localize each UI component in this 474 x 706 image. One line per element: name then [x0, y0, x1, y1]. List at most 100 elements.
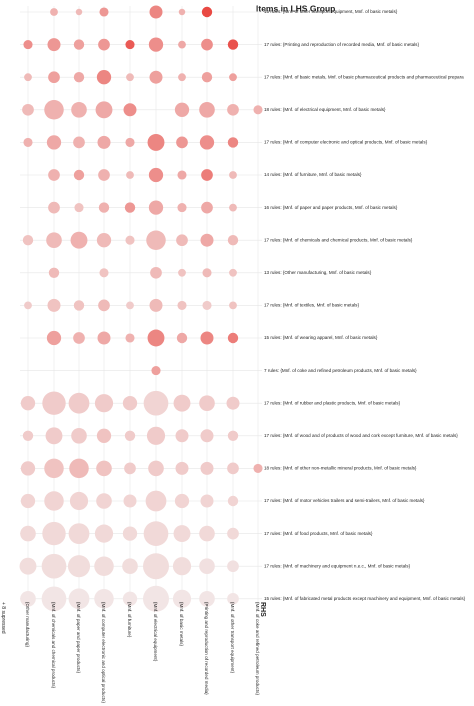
rule-bubble: [177, 203, 187, 213]
rule-bubble: [73, 136, 85, 149]
rule-bubble: [227, 235, 239, 246]
column-label: {Mnf. of other transport equipment}: [230, 602, 235, 673]
rule-bubble: [68, 523, 90, 544]
column-label: {Mnf. of basic metals}: [179, 602, 184, 646]
rule-bubble: [125, 40, 135, 50]
row-label: 15 rules: {Mnf. of other transport equip…: [264, 9, 398, 14]
rule-bubble: [150, 266, 162, 279]
rule-bubble: [176, 136, 188, 149]
rule-bubble: [147, 133, 165, 151]
rule-bubble: [146, 426, 166, 445]
rule-bubble: [227, 560, 239, 573]
rule-bubble: [148, 37, 164, 52]
rule-bubble: [200, 233, 214, 247]
rule-bubble: [199, 395, 215, 412]
rule-bubble: [125, 235, 135, 245]
rule-bubble: [23, 137, 33, 147]
row-label: 17 rules: {Mnf. of basic metals, Mnf. of…: [264, 74, 464, 79]
rule-bubbles: [19, 5, 263, 612]
rule-bubble: [143, 553, 169, 580]
rule-bubble: [200, 331, 214, 345]
rule-bubble: [148, 167, 164, 183]
rule-bubble: [226, 396, 240, 410]
rule-bubble: [46, 135, 62, 150]
rule-bubble: [24, 301, 32, 310]
rule-bubble: [122, 396, 138, 411]
rule-bubble: [124, 202, 136, 213]
rule-bubble: [178, 8, 186, 16]
rule-bubble: [24, 73, 32, 82]
column-label: {Mnf. of paper and paper products}: [76, 602, 81, 673]
rule-bubble: [172, 589, 192, 608]
rule-bubble: [68, 588, 90, 610]
column-label: {Printing and reproduction of recorded m…: [204, 602, 209, 695]
rule-bubble: [173, 394, 191, 412]
row-label: 7 rules: {Mnf. of coke and refined petro…: [264, 368, 417, 373]
rule-bubble: [94, 524, 114, 543]
row-label: 13 rules: {Other manufacturing, Mnf. of …: [264, 270, 372, 275]
rule-bubble: [67, 555, 91, 578]
rule-bubble: [73, 169, 85, 181]
rule-bubble: [47, 298, 61, 312]
rule-bubble: [202, 268, 212, 278]
rule-bubble: [20, 461, 36, 476]
rule-bubble: [22, 103, 34, 116]
rule-bubble: [175, 429, 189, 443]
rule-bubble: [227, 592, 239, 605]
rule-bubble: [227, 332, 239, 344]
rule-bubble: [146, 230, 166, 250]
rule-bubble: [227, 495, 239, 507]
rule-bubble: [199, 591, 215, 607]
rule-bubble: [48, 169, 60, 181]
rule-bubble: [149, 70, 163, 84]
rule-bubble: [229, 301, 237, 310]
rule-bubble: [147, 329, 165, 347]
rule-bubble: [75, 8, 83, 16]
rule-bubble: [73, 39, 85, 50]
rule-bubble: [177, 170, 187, 180]
rule-bubble: [125, 137, 135, 147]
row-label: 17 rules: {Mnf. of machinery and equipme…: [264, 563, 411, 568]
rule-bubble: [22, 235, 34, 246]
rule-bubble: [98, 299, 110, 312]
rule-bubble: [148, 460, 164, 477]
rule-bubble: [50, 8, 58, 16]
chart-title: Items in LHS Group: [256, 3, 335, 13]
rule-bubble: [126, 73, 134, 82]
rule-bubble: [45, 427, 63, 445]
rule-bubble: [96, 70, 112, 85]
rule-bubble: [42, 391, 66, 415]
rule-bubble: [199, 102, 215, 118]
row-label: 17 rules: {Mnf. of motor vehicles traile…: [264, 498, 425, 503]
rule-bubble: [44, 491, 64, 511]
rule-bubble: [20, 396, 36, 411]
rule-bubble: [97, 331, 111, 345]
rule-bubble: [125, 333, 135, 343]
row-label: 17 rules: {Mnf. of computer electronic a…: [264, 140, 428, 145]
rule-bubble: [199, 135, 215, 150]
rule-bubble: [200, 429, 214, 443]
suppressed-legend: + 8 supressed: [0, 602, 6, 634]
rhs-axis-label: RHS: [259, 602, 266, 617]
rule-bubble: [73, 332, 85, 344]
rule-bubble: [47, 38, 61, 52]
rule-bubble: [175, 461, 189, 475]
rule-bubble: [253, 463, 263, 473]
rule-bubble: [48, 71, 60, 84]
rule-bubble: [229, 203, 237, 212]
rule-bubble: [19, 557, 37, 575]
rule-bubble: [227, 462, 239, 475]
rule-bubble: [227, 39, 239, 50]
rule-bubble: [201, 6, 213, 18]
rule-bubble: [20, 525, 36, 542]
rule-bubble: [124, 462, 136, 475]
rule-bubble: [178, 73, 186, 82]
rule-bubble: [174, 493, 190, 509]
row-label: 17 rules: {Mnf. of chemicals and chemica…: [264, 237, 413, 242]
rule-bubble: [143, 585, 169, 612]
rule-bubble: [229, 73, 237, 82]
rule-bubble: [96, 428, 112, 443]
rule-bubble: [227, 527, 239, 540]
row-label: 17 rules: {Mnf. of rubber and plastic pr…: [264, 400, 401, 405]
